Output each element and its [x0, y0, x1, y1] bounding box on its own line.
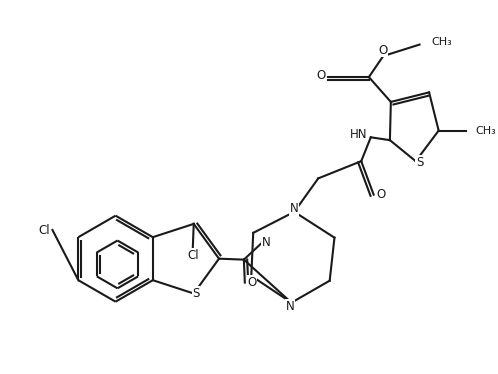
Text: Cl: Cl — [38, 224, 50, 236]
Text: S: S — [192, 287, 200, 300]
Text: HN: HN — [350, 128, 368, 141]
Text: CH₃: CH₃ — [431, 37, 452, 47]
Text: Cl: Cl — [187, 249, 199, 262]
Text: CH₃: CH₃ — [475, 126, 496, 136]
Text: O: O — [378, 44, 388, 57]
Text: N: N — [286, 300, 294, 313]
Text: O: O — [316, 69, 326, 82]
Text: N: N — [262, 236, 271, 249]
Text: O: O — [376, 188, 385, 201]
Text: S: S — [416, 156, 423, 169]
Text: O: O — [248, 276, 256, 289]
Text: N: N — [290, 202, 299, 215]
